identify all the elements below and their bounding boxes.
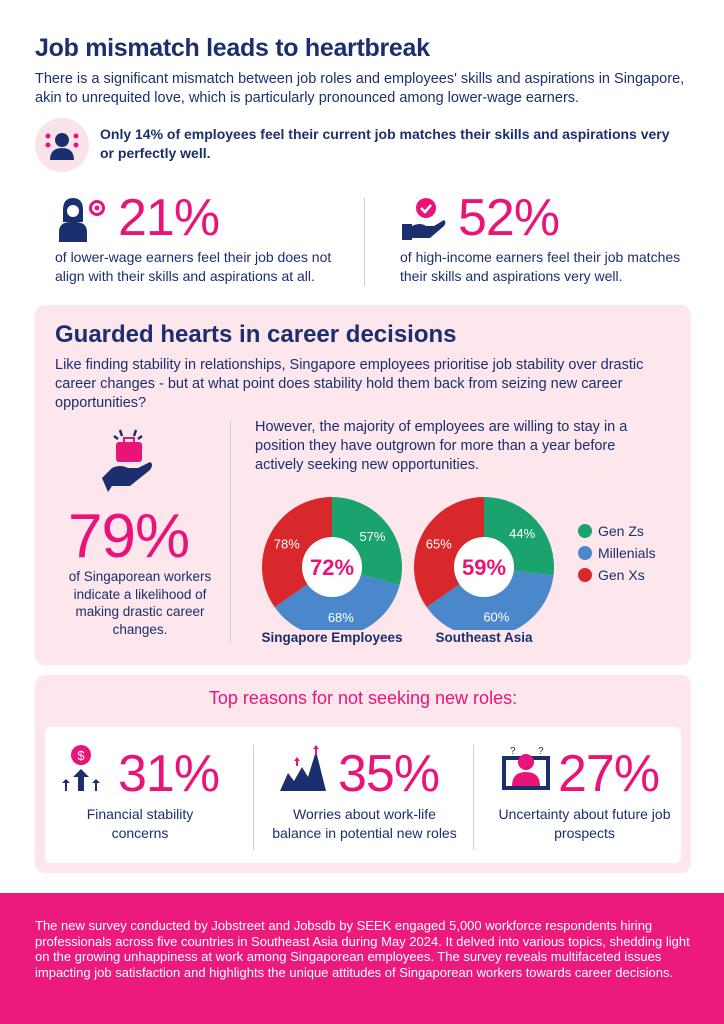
money-arrows-icon: $: [60, 743, 102, 798]
stat-text-79: of Singaporean workers indicate a likeli…: [68, 569, 212, 637]
section-intro: Like finding stability in relationships,…: [55, 357, 644, 411]
highlight-text: Only 14% of employees feel their current…: [100, 126, 670, 161]
intro-text: There is a significant mismatch between …: [35, 71, 685, 106]
reasons-content: [45, 727, 681, 863]
page-title: Job mismatch leads to heartbreak: [35, 34, 430, 62]
woman-target-icon: [55, 196, 107, 247]
donut-charts: 57% 68% 78% 72% 44% 60% 65% 59%: [262, 497, 554, 630]
stat-text-52: of high-income earners feel their job ma…: [400, 249, 681, 284]
donut-slice-gen-xs: [414, 497, 484, 608]
hand-briefcase-icon: [100, 428, 156, 501]
legend-label: Gen Zs: [598, 523, 644, 539]
chart-intro: However, the majority of employees are w…: [255, 419, 628, 473]
chart-legend: Gen Zs Millenials Gen Xs: [578, 520, 656, 586]
divider: [230, 420, 231, 642]
slice-label: 60%: [483, 609, 509, 624]
stat-value-52: 52%: [458, 189, 560, 247]
slice-label: 44%: [509, 526, 535, 541]
footer-text: The new survey conducted by Jobstreet an…: [35, 918, 690, 980]
divider: [473, 745, 474, 850]
chart-label-singapore: Singapore Employees: [261, 630, 403, 645]
legend-item-genz: Gen Zs: [578, 520, 656, 542]
reason-text-31: Financial stability concerns: [86, 806, 194, 841]
legend-swatch: [578, 546, 592, 560]
mountain-arrows-icon: [280, 745, 330, 796]
employee-stars-icon: [35, 118, 89, 172]
divider: [253, 745, 254, 850]
reason-value-35: 35%: [338, 745, 440, 803]
confused-person-laptop-icon: ??: [500, 744, 552, 799]
legend-label: Millenials: [598, 545, 656, 561]
slice-label: 68%: [328, 610, 354, 625]
donut-hole: [302, 537, 362, 597]
legend-item-genx: Gen Xs: [578, 564, 656, 586]
donut-center-value: 59%: [462, 555, 506, 580]
slice-label: 57%: [359, 529, 385, 544]
slice-label: 78%: [274, 536, 300, 551]
reasons-title: Top reasons for not seeking new roles:: [208, 688, 518, 708]
donut-slice-gen-xs: [262, 497, 332, 608]
donut-slice-millenials: [274, 567, 400, 630]
legend-swatch: [578, 568, 592, 582]
slice-label: 65%: [426, 536, 452, 551]
legend-item-millenials: Millenials: [578, 542, 656, 564]
stat-value-21: 21%: [118, 189, 220, 247]
hand-check-icon: [400, 190, 448, 247]
donut-hole: [454, 537, 514, 597]
reason-text-35: Worries about work-life balance in poten…: [272, 806, 457, 841]
svg-text:?: ?: [538, 746, 544, 757]
section-title: Guarded hearts in career decisions: [55, 321, 457, 348]
reason-value-31: 31%: [118, 745, 220, 803]
divider: [364, 198, 365, 286]
legend-swatch: [578, 524, 592, 538]
donut-slice-millenials: [426, 567, 554, 630]
footer-banner: [0, 893, 724, 1024]
donut-center-value: 72%: [310, 555, 354, 580]
svg-text:$: $: [77, 748, 85, 763]
stat-value-79: 79%: [68, 502, 190, 571]
stat-text-21: of lower-wage earners feel their job doe…: [55, 249, 332, 284]
legend-label: Gen Xs: [598, 567, 645, 583]
chart-label-sea: Southeast Asia: [435, 630, 533, 645]
svg-text:?: ?: [510, 746, 516, 757]
reason-text-27: Uncertainty about future job prospects: [498, 806, 671, 841]
reason-value-27: 27%: [558, 745, 660, 803]
